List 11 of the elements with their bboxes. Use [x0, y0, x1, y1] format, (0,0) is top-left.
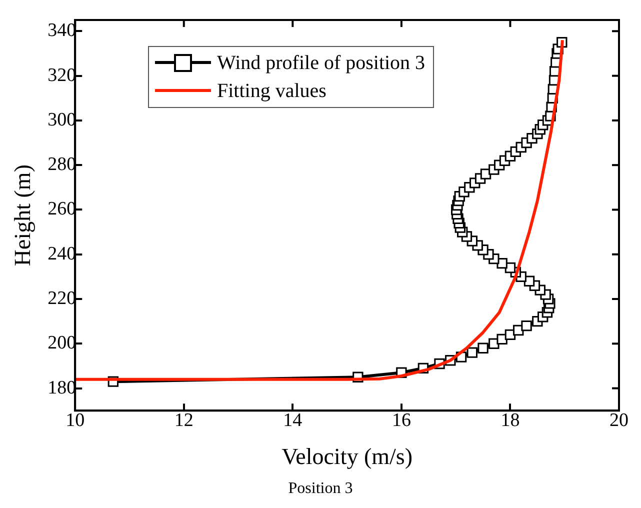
text: Position 3: [287, 480, 354, 498]
x-tick-label: 12: [174, 410, 194, 431]
legend-label: Wind profile of position 3: [217, 51, 426, 76]
x-tick-label: 10: [66, 410, 85, 431]
x-tick-label: 20: [610, 410, 628, 431]
x-tick-label: 18: [500, 410, 520, 431]
legend-label: Fitting values: [217, 79, 326, 104]
x-axis-title: Velocity (m/s): [282, 444, 413, 470]
y-axis-title: Height (m): [10, 164, 35, 266]
x-tick-label: 16: [392, 410, 411, 431]
x-tick-label: 14: [283, 410, 303, 431]
